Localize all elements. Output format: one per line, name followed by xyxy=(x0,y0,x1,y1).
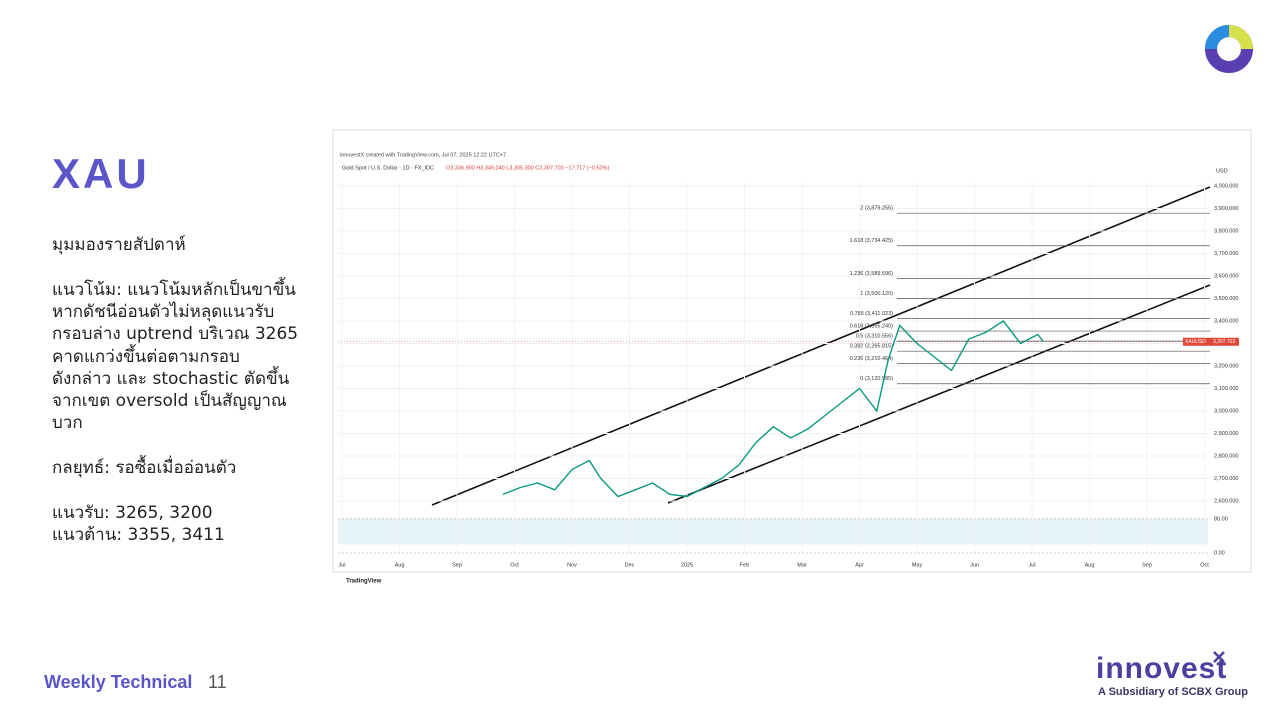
y-tick-label: 3,600.000 xyxy=(1214,273,1238,279)
resistance: แนวต้าน: 3355, 3411 xyxy=(52,525,225,545)
y-tick-label: 3,100.000 xyxy=(1214,386,1238,392)
brand-tagline: A Subsidiary of SCBX Group xyxy=(1098,686,1248,698)
logo-arc xyxy=(1228,25,1253,50)
fib-label: 0.5 (3,310.556) xyxy=(856,334,893,340)
fib-label: 0.382 (3,265.815) xyxy=(850,344,894,350)
y-tick-label: 3,500.000 xyxy=(1214,296,1238,302)
y-tick-label: 4,000.000 xyxy=(1214,183,1238,189)
x-tick-label: Feb xyxy=(740,562,749,568)
x-tick-label: Apr xyxy=(855,562,864,568)
brand-x xyxy=(1213,651,1225,663)
x-tick-label: Aug xyxy=(1085,562,1095,568)
fib-label: 2 (3,879.255) xyxy=(860,206,893,212)
x-tick-label: Sep xyxy=(1142,562,1152,568)
fib-label: 0.618 (3,355.240) xyxy=(850,324,894,330)
fib-label: 1.236 (3,589.596) xyxy=(850,271,894,277)
stoch-tick-label: 80.00 xyxy=(1214,516,1228,522)
x-tick-label: Mar xyxy=(797,562,807,568)
channel-upper xyxy=(431,186,1211,506)
x-tick-label: Jul xyxy=(1029,562,1036,568)
y-tick-label: 2,700.000 xyxy=(1214,476,1238,482)
logo-arc xyxy=(1205,25,1230,50)
brand-logo: innovest xyxy=(1096,652,1228,685)
trend-line: ดังกล่าว และ stochastic ตัดขึ้น xyxy=(52,368,290,389)
x-tick-label: Jun xyxy=(970,562,979,568)
fib-label: 0.765 (3,411.023) xyxy=(850,311,893,317)
page-number: 11 xyxy=(208,672,227,692)
price-tag-box xyxy=(1183,337,1239,346)
stoch-tick-label: 0.00 xyxy=(1214,550,1225,556)
fib-label: 0 (3,120.985) xyxy=(860,376,893,382)
trend-line: แนวโน้ม: แนวโน้มหลักเป็นขาขึ้น xyxy=(52,280,296,300)
x-tick-label: Dec xyxy=(625,562,635,568)
y-tick-label: 3,900.000 xyxy=(1214,206,1238,212)
chart-ohlc: O3,336.900 H3,345.040 L3,305.300 C3,307.… xyxy=(446,165,609,171)
x-tick-label: Oct xyxy=(1200,562,1209,568)
heading: มุมมองรายสัปดาห์ xyxy=(52,235,186,255)
support: แนวรับ: 3265, 3200 xyxy=(52,503,213,523)
y-tick-label: 3,700.000 xyxy=(1214,251,1238,257)
y-tick-label: 2,600.000 xyxy=(1214,498,1238,504)
chart-symbol: Gold Spot / U.S. Dollar · 1D · FX_IDC xyxy=(342,165,434,171)
trend-line: จากเขต oversold เป็นสัญญาณ xyxy=(52,391,287,411)
y-tick-label: 3,000.000 xyxy=(1214,408,1238,414)
price-line xyxy=(502,320,1045,498)
x-tick-label: Oct xyxy=(510,562,519,568)
x-tick-label: Aug xyxy=(395,562,405,568)
currency: USD xyxy=(1216,168,1228,174)
x-tick-label: Sep xyxy=(452,562,462,568)
trend-line: หากดัชนีอ่อนตัวไม่หลุดแนวรับ xyxy=(52,302,275,323)
strategy: กลยุทธ์: รอซื้อเมื่ออ่อนตัว xyxy=(52,458,237,478)
price-tag-label: 3,307.703 xyxy=(1213,339,1235,345)
x-tick-label: May xyxy=(912,562,923,568)
price-tag-symbol: XAUUSD xyxy=(1185,339,1206,345)
y-tick-label: 3,400.000 xyxy=(1214,318,1238,324)
x-tick-label: Nov xyxy=(567,562,577,568)
brand-x-stroke xyxy=(1213,651,1225,663)
y-tick-label: 2,900.000 xyxy=(1214,431,1238,437)
trend-line: บวก xyxy=(52,413,83,434)
tv-brand: TradingView xyxy=(346,579,382,585)
footer-title: Weekly Technical xyxy=(44,672,193,692)
y-tick-label: 2,800.000 xyxy=(1214,453,1238,459)
x-tick-label: Jul xyxy=(339,562,346,568)
trend-line: กรอบล่าง uptrend บริเวณ 3265 xyxy=(52,324,299,345)
y-tick-label: 3,800.000 xyxy=(1214,228,1238,234)
chart-credit: innovestX created with TradingView.com, … xyxy=(340,152,506,158)
corner-logo xyxy=(1205,25,1253,73)
y-tick-label: 3,200.000 xyxy=(1214,363,1238,369)
trend-line: คาดแกว่งขึ้นต่อตามกรอบ xyxy=(52,346,240,367)
fib-label: 1 (3,500.120) xyxy=(860,291,893,297)
stoch-band xyxy=(338,518,1208,545)
x-tick-label: 2025 xyxy=(681,562,693,568)
fib-label: 1.618 (3,734.425) xyxy=(850,238,894,244)
slide-title: XAU xyxy=(52,150,150,197)
fib-label: 0.236 (3,210.464) xyxy=(850,356,894,362)
